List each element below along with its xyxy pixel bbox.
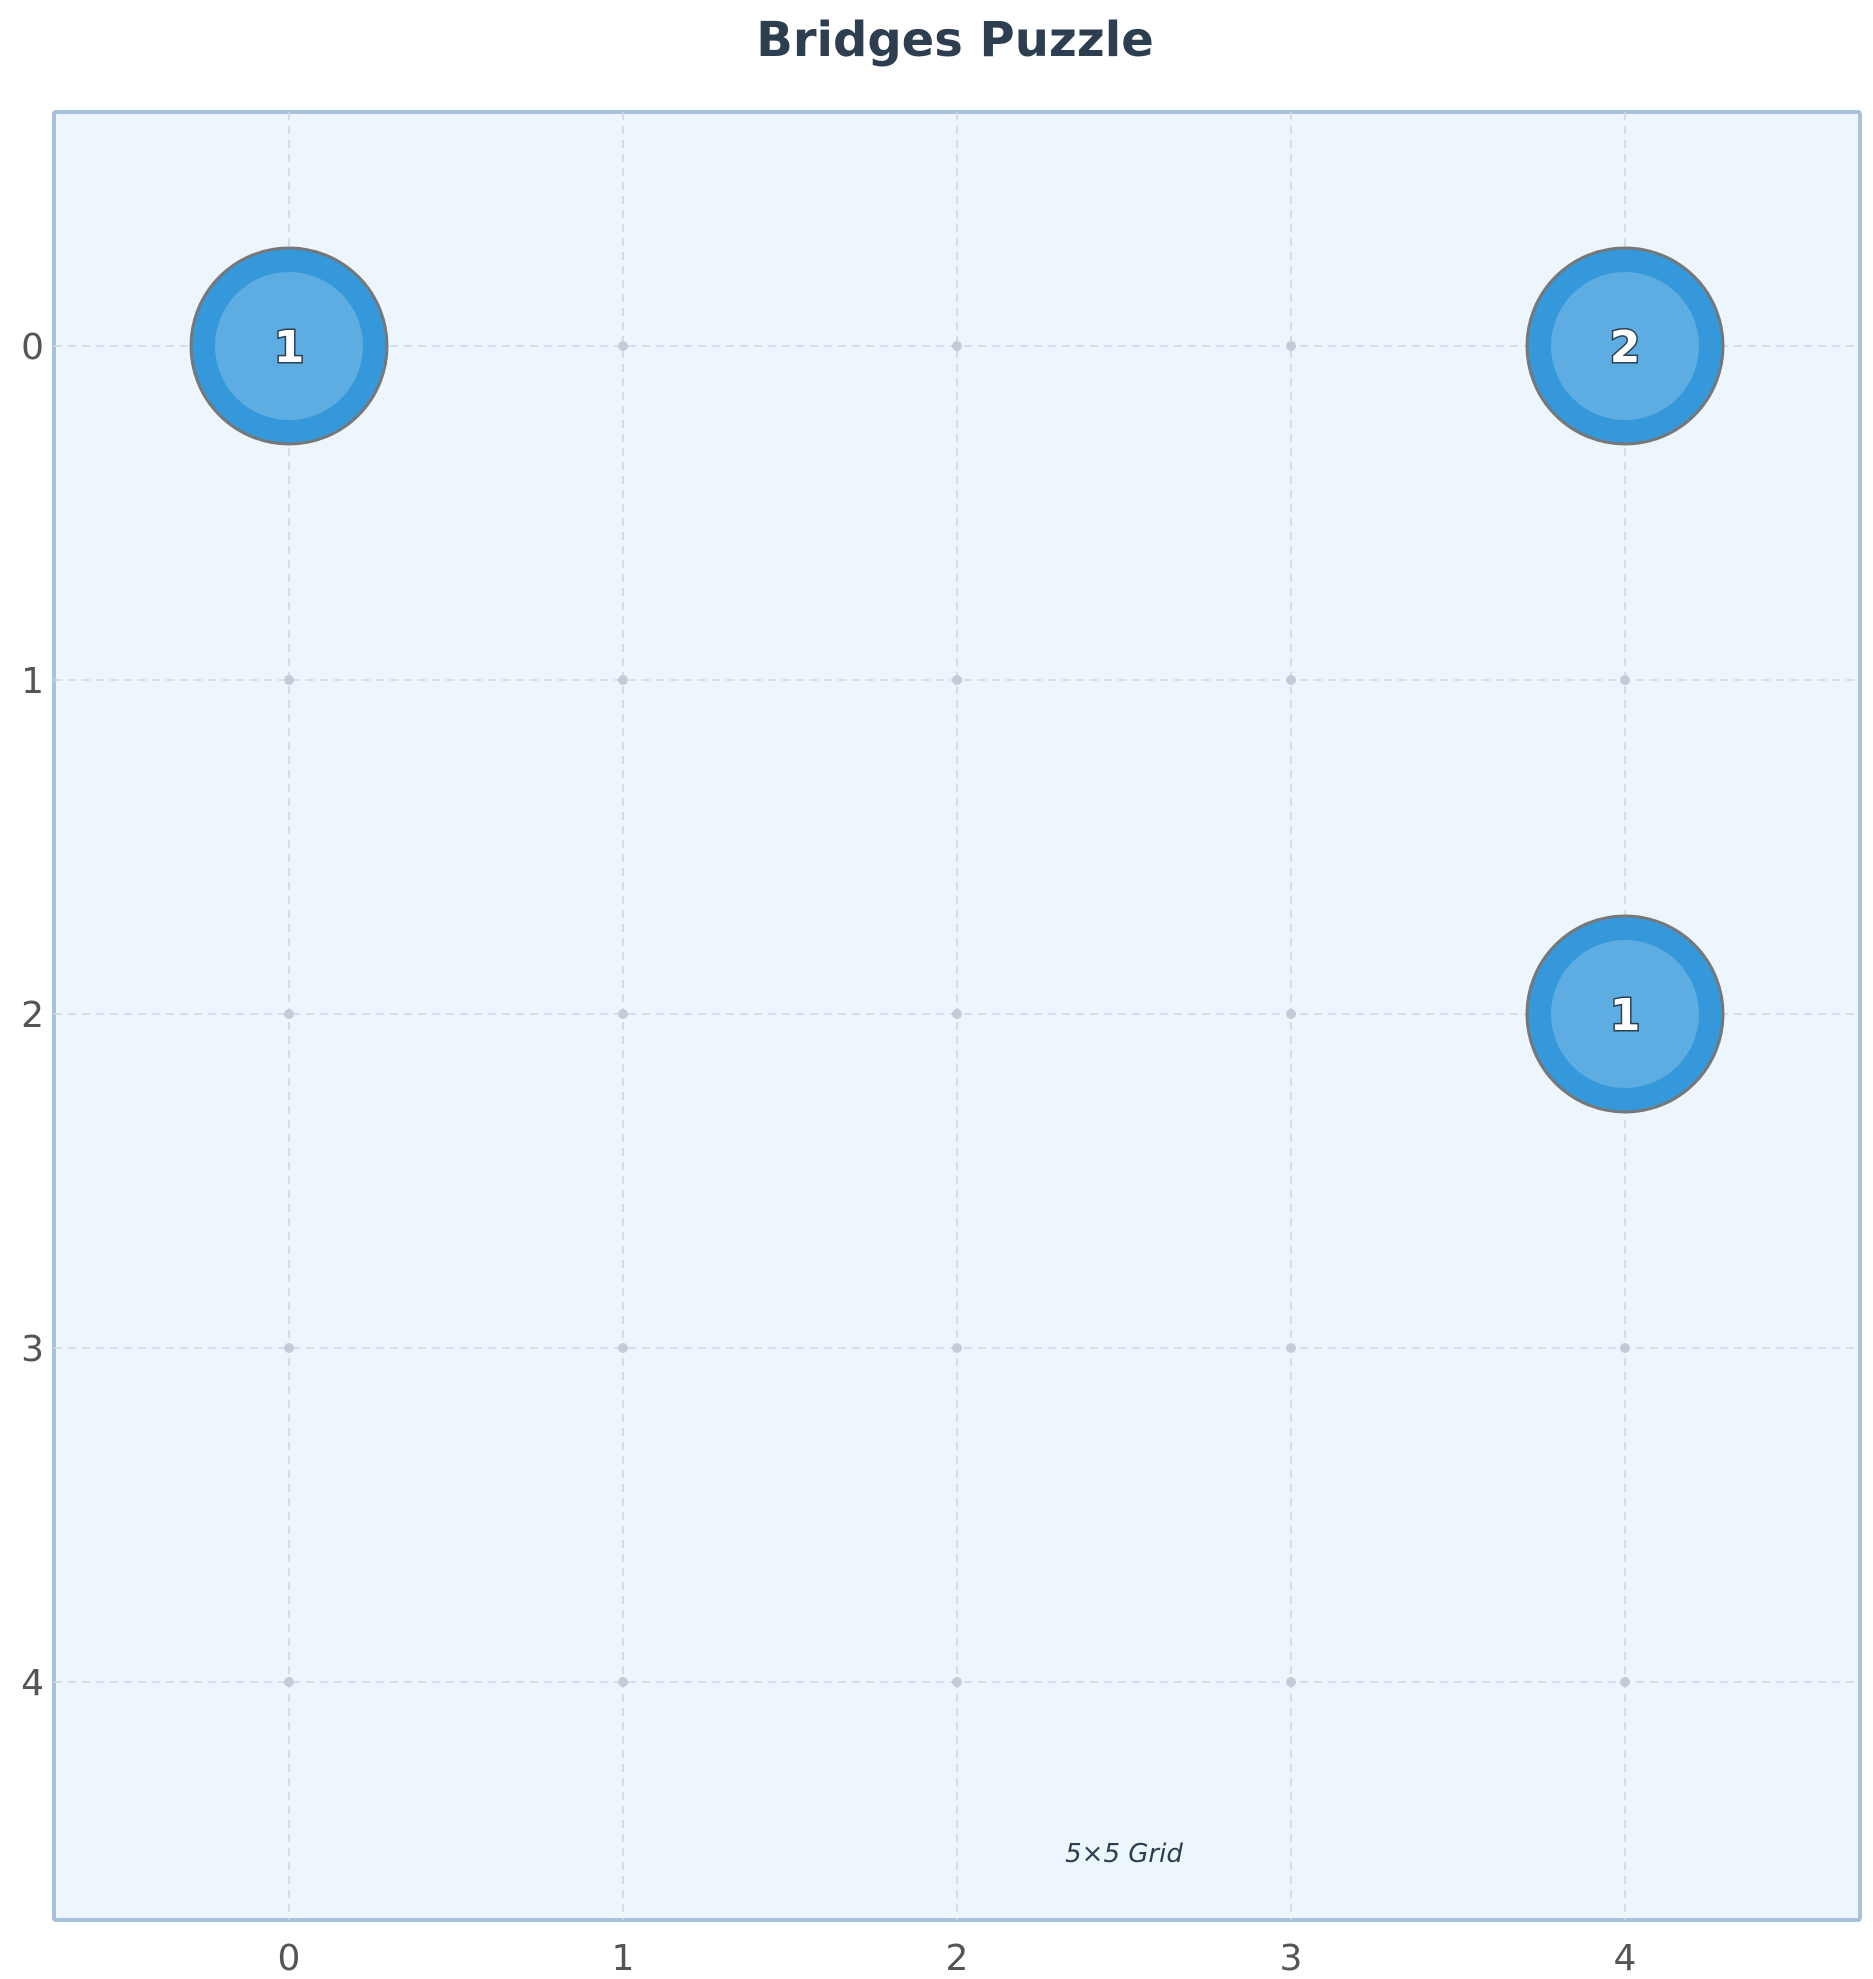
island-clue-number: 1 [274,322,305,373]
y-tick-label: 0 [21,327,44,368]
grid-intersection[interactable] [284,1677,294,1687]
x-tick-label: 1 [612,1938,635,1979]
grid-intersection[interactable] [952,675,962,685]
grid-intersection[interactable] [1286,1343,1296,1353]
grid-intersection[interactable] [618,1677,628,1687]
grid-intersection[interactable] [284,1343,294,1353]
island-inner-circle [1551,272,1699,420]
puzzle-title: Bridges Puzzle [756,12,1154,68]
grid-intersection[interactable] [618,675,628,685]
y-tick-label: 2 [21,995,44,1036]
island-clue-number: 1 [1610,990,1641,1041]
grid-intersection[interactable] [952,1343,962,1353]
island-inner-circle [215,272,363,420]
grid-intersection[interactable] [1286,341,1296,351]
grid-intersection[interactable] [1286,1009,1296,1019]
grid-intersection[interactable] [952,1009,962,1019]
grid-intersection[interactable] [618,341,628,351]
x-tick-label: 4 [1614,1938,1637,1979]
grid-intersection[interactable] [1620,675,1630,685]
grid-size-caption: 5×5 Grid [1065,1839,1183,1869]
island-inner-circle [1551,940,1699,1088]
island[interactable]: 2 [1525,246,1725,446]
grid-intersection[interactable] [1620,1343,1630,1353]
grid-intersections [284,341,1630,1687]
grid-intersection[interactable] [1286,1677,1296,1687]
grid-intersection[interactable] [1286,675,1296,685]
islands-layer: 1 2 1 [189,246,1725,1114]
grid-intersection[interactable] [618,1009,628,1019]
island-clue-number: 2 [1610,322,1641,373]
y-tick-label: 1 [21,661,44,702]
grid-intersection[interactable] [284,1009,294,1019]
y-tick-label: 3 [21,1329,44,1370]
grid-intersection[interactable] [618,1343,628,1353]
grid-intersection[interactable] [284,675,294,685]
grid-intersection[interactable] [952,1677,962,1687]
x-tick-label: 0 [278,1938,301,1979]
x-tick-label: 3 [1280,1938,1303,1979]
x-axis-ticks: 0 1 2 3 4 [278,1938,1637,1979]
grid-intersection[interactable] [1620,1677,1630,1687]
x-tick-label: 2 [946,1938,969,1979]
island[interactable]: 1 [189,246,389,446]
y-tick-label: 4 [21,1663,44,1704]
grid-intersection[interactable] [952,341,962,351]
y-axis-ticks: 0 1 2 3 4 [21,327,44,1704]
island[interactable]: 1 [1525,914,1725,1114]
